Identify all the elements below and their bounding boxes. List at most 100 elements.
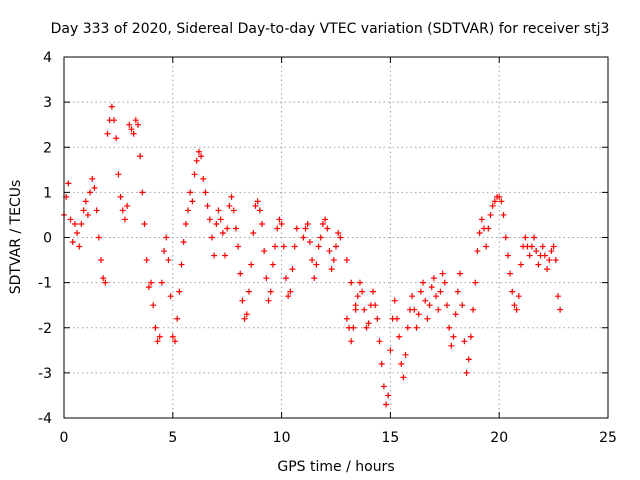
data-point bbox=[544, 266, 551, 273]
data-point bbox=[439, 270, 446, 277]
data-point bbox=[132, 117, 139, 124]
data-point bbox=[143, 257, 150, 264]
data-point bbox=[443, 302, 450, 309]
data-point bbox=[87, 189, 94, 196]
data-point bbox=[459, 302, 466, 309]
data-point bbox=[304, 220, 311, 227]
data-point bbox=[528, 243, 535, 250]
data-point bbox=[141, 220, 148, 227]
data-point bbox=[487, 211, 494, 218]
data-point bbox=[415, 311, 422, 318]
data-point bbox=[134, 121, 141, 128]
data-point bbox=[254, 198, 261, 205]
data-point bbox=[93, 207, 100, 214]
data-point bbox=[65, 180, 72, 187]
data-point bbox=[511, 302, 518, 309]
data-point bbox=[289, 266, 296, 273]
data-point bbox=[454, 288, 461, 295]
data-point bbox=[213, 220, 220, 227]
data-point bbox=[178, 261, 185, 268]
data-point bbox=[76, 243, 83, 250]
data-points bbox=[61, 103, 564, 408]
data-point bbox=[335, 229, 342, 236]
data-point bbox=[245, 288, 252, 295]
data-point bbox=[74, 229, 81, 236]
data-point bbox=[215, 207, 222, 214]
data-point bbox=[437, 288, 444, 295]
data-point bbox=[211, 252, 218, 259]
data-point bbox=[391, 297, 398, 304]
data-point bbox=[333, 243, 339, 250]
data-point bbox=[182, 220, 189, 227]
data-point bbox=[422, 297, 429, 304]
data-point bbox=[485, 225, 492, 232]
data-point bbox=[121, 216, 128, 223]
data-point bbox=[195, 148, 202, 155]
data-point bbox=[180, 239, 187, 246]
data-point bbox=[191, 171, 198, 178]
data-point bbox=[206, 216, 213, 223]
data-point bbox=[235, 243, 242, 250]
data-point bbox=[393, 315, 400, 322]
data-point bbox=[167, 293, 174, 300]
data-point bbox=[374, 315, 381, 322]
data-point bbox=[128, 126, 135, 133]
data-point bbox=[552, 257, 559, 264]
data-point bbox=[541, 252, 548, 259]
data-point bbox=[126, 121, 133, 128]
data-point bbox=[496, 193, 503, 200]
data-point bbox=[359, 288, 366, 295]
data-point bbox=[465, 356, 472, 363]
data-point bbox=[526, 252, 533, 259]
data-point bbox=[376, 338, 383, 345]
data-point bbox=[152, 324, 159, 331]
data-point bbox=[400, 374, 407, 381]
data-point bbox=[97, 257, 104, 264]
data-point bbox=[428, 284, 435, 291]
data-point bbox=[91, 184, 98, 191]
data-point bbox=[409, 293, 416, 300]
data-point bbox=[522, 234, 529, 241]
data-point bbox=[513, 306, 520, 313]
data-point bbox=[515, 293, 522, 300]
data-point bbox=[222, 252, 229, 259]
data-point bbox=[550, 243, 557, 250]
data-point bbox=[387, 347, 394, 354]
data-point bbox=[280, 243, 287, 250]
data-point bbox=[365, 320, 372, 327]
data-point bbox=[226, 202, 233, 209]
data-point bbox=[372, 302, 379, 309]
chart-title: Day 333 of 2020, Sidereal Day-to-day VTE… bbox=[51, 21, 610, 37]
data-point bbox=[548, 248, 555, 255]
data-point bbox=[502, 234, 509, 241]
data-point bbox=[356, 279, 363, 286]
data-point bbox=[291, 243, 298, 250]
data-point bbox=[546, 257, 553, 264]
y-tick-label: 4 bbox=[43, 50, 52, 66]
data-point bbox=[424, 315, 431, 322]
data-point bbox=[324, 225, 331, 232]
data-point bbox=[237, 270, 244, 277]
data-point bbox=[433, 293, 440, 300]
data-point bbox=[69, 239, 76, 246]
y-tick-label: -2 bbox=[38, 321, 52, 337]
x-tick-label: 15 bbox=[381, 430, 399, 446]
data-point bbox=[193, 157, 200, 164]
data-point bbox=[174, 315, 181, 322]
data-point bbox=[189, 198, 196, 205]
data-point bbox=[78, 220, 85, 227]
y-tick-label: -3 bbox=[38, 366, 52, 382]
data-point bbox=[385, 392, 392, 399]
data-point bbox=[130, 130, 137, 137]
data-point bbox=[80, 207, 87, 214]
data-point bbox=[483, 243, 490, 250]
data-point bbox=[448, 342, 455, 349]
data-point bbox=[435, 306, 442, 313]
data-point bbox=[557, 306, 564, 313]
data-point bbox=[322, 216, 329, 223]
data-point bbox=[417, 288, 424, 295]
x-tick-label: 0 bbox=[60, 430, 69, 446]
data-point bbox=[446, 324, 453, 331]
data-point bbox=[378, 360, 385, 367]
